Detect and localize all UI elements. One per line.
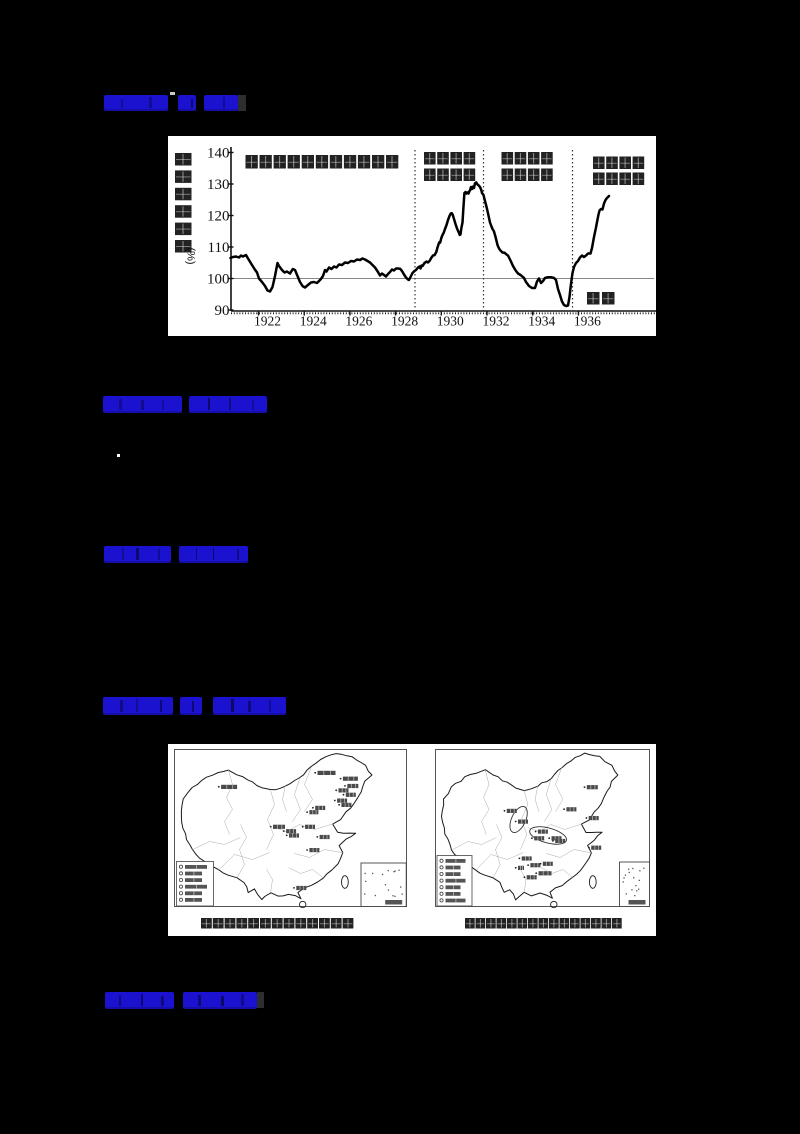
svg-text:130: 130 [207,177,230,193]
svg-text:1922: 1922 [254,314,281,329]
svg-text:120: 120 [207,209,230,225]
svg-text:1928: 1928 [391,314,418,329]
svg-text:1924: 1924 [300,314,327,329]
svg-text:(%): (%) [185,247,197,264]
svg-text:1932: 1932 [483,314,510,329]
svg-text:1936: 1936 [574,314,601,329]
svg-text:1934: 1934 [528,314,555,329]
svg-text:140: 140 [207,146,230,162]
svg-text:110: 110 [208,240,230,256]
svg-text:90: 90 [215,303,230,319]
svg-text:100: 100 [207,272,230,288]
svg-text:1930: 1930 [437,314,464,329]
svg-text:1926: 1926 [345,314,372,329]
